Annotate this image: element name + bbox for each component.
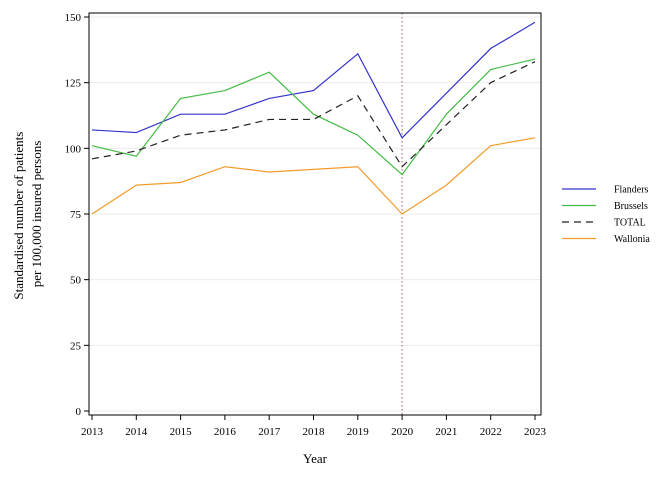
legend-label-wallonia: Wallonia	[614, 234, 650, 245]
x-axis-title: Year	[303, 451, 328, 466]
legend-label-brussels: Brussels	[614, 201, 648, 212]
x-tick-label: 2022	[480, 426, 502, 438]
y-tick-label: 125	[65, 78, 82, 90]
legend: Flanders Brussels TOTAL Wallonia	[562, 185, 650, 245]
x-tick-label: 2023	[524, 426, 547, 438]
legend-label-flanders: Flanders	[614, 185, 649, 196]
y-tick-label: 25	[70, 340, 82, 352]
series-lines	[91, 21, 536, 215]
series-line-brussels	[91, 58, 536, 176]
y-axis-title-line-1: Standardised number of patients	[11, 132, 26, 300]
y-tick-label: 100	[65, 143, 82, 155]
y-axis-ticks: 0 25 50 75 100 125 150	[65, 12, 89, 418]
y-axis-title-line-2: per 100,000 insured persons	[29, 141, 44, 288]
x-tick-label: 2014	[125, 426, 148, 438]
grid-lines	[89, 16, 541, 412]
series-line-wallonia	[91, 137, 536, 215]
y-axis-title: Standardised number of patients per 100,…	[11, 128, 44, 299]
y-tick-label: 0	[76, 406, 82, 418]
x-tick-label: 2013	[81, 426, 104, 438]
x-tick-label: 2018	[303, 426, 326, 438]
y-tick-label: 50	[70, 275, 82, 287]
y-tick-label: 150	[65, 12, 82, 24]
x-tick-label: 2015	[170, 426, 193, 438]
x-tick-label: 2017	[258, 426, 281, 438]
legend-label-total: TOTAL	[614, 218, 646, 229]
series-line-total	[91, 61, 536, 168]
y-tick-label: 75	[70, 209, 82, 221]
x-tick-label: 2021	[435, 426, 457, 438]
series-line-flanders	[91, 21, 536, 139]
x-tick-label: 2020	[391, 426, 414, 438]
x-axis-ticks: 2013 2014 2015 2016 2017 2018 2019 2020 2021 2022…	[81, 415, 547, 438]
x-tick-label: 2019	[347, 426, 370, 438]
x-tick-label: 2016	[214, 426, 237, 438]
